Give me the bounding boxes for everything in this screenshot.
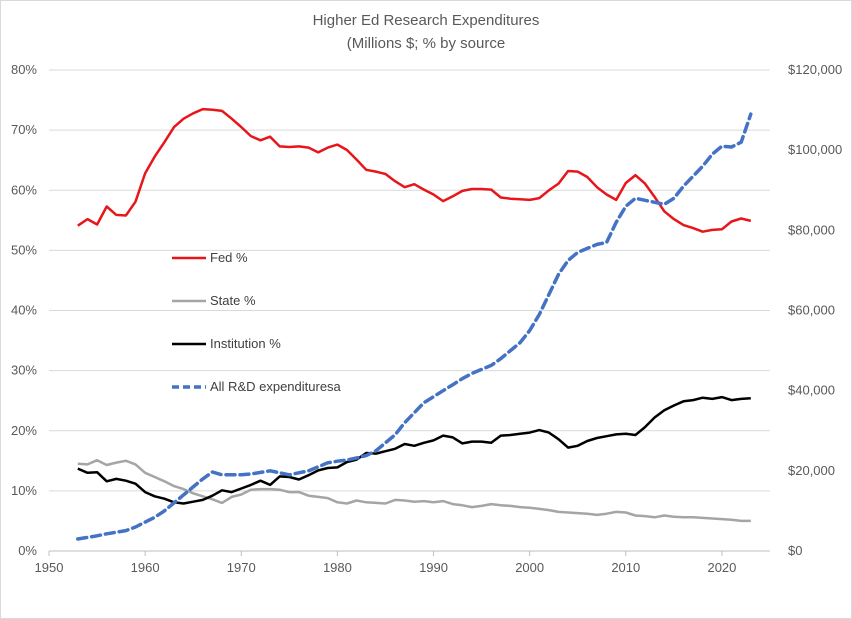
left-axis-tick-label: 30% [11, 363, 37, 378]
left-axis-tick-label: 40% [11, 303, 37, 318]
legend-item: State % [172, 293, 256, 308]
legend-label: State % [210, 293, 256, 308]
right-axis-tick-label: $20,000 [788, 463, 835, 478]
x-axis-tick-label: 1970 [227, 560, 256, 575]
right-axis-tick-label: $120,000 [788, 62, 842, 77]
x-axis-tick-label: 1980 [323, 560, 352, 575]
legend-label: Institution % [210, 336, 281, 351]
legend-label: Fed % [210, 250, 248, 265]
legend-item: All R&D expendituresa [172, 379, 342, 394]
legend-label: All R&D expendituresa [210, 379, 342, 394]
x-axis-tick-label: 1950 [35, 560, 64, 575]
left-axis-tick-label: 60% [11, 182, 37, 197]
legend: Fed % State % Institution % All R&D expendi… [172, 250, 342, 394]
left-axis-tick-label: 80% [11, 62, 37, 77]
series-line-all-r-d-expendituresa [76, 112, 753, 541]
series-line-institution [77, 395, 751, 505]
series-line-state [77, 458, 751, 523]
x-axis-tick-label: 2010 [611, 560, 640, 575]
left-axis-tick-label: 0% [18, 543, 37, 558]
left-axis-tick-label: 50% [11, 242, 37, 257]
legend-item: Institution % [172, 336, 281, 351]
legend-item: Fed % [172, 250, 248, 265]
right-axis-tick-label: $100,000 [788, 142, 842, 157]
x-axis-tick-label: 1960 [131, 560, 160, 575]
left-axis-tick-label: 10% [11, 483, 37, 498]
gridlines [49, 69, 770, 492]
x-axis-tick-label: 2020 [707, 560, 736, 575]
chart-title: Higher Ed Research Expenditures [313, 12, 540, 29]
x-axis-tick-label: 1990 [419, 560, 448, 575]
chart-subtitle: (Millions $; % by source [347, 35, 505, 52]
series [76, 107, 753, 541]
x-axis-tick-label: 2000 [515, 560, 544, 575]
right-axis-tick-label: $80,000 [788, 222, 835, 237]
left-axis-tick-label: 20% [11, 423, 37, 438]
right-axis-tick-label: $40,000 [788, 383, 835, 398]
axes: 0% 10% 20% 30% 40% 50% 60% 70% 80% $0 $20,000 $40,0… [11, 62, 842, 575]
series-line-fed [77, 107, 752, 233]
right-axis-tick-label: $0 [788, 543, 802, 558]
left-axis-tick-label: 70% [11, 122, 37, 137]
right-axis-tick-label: $60,000 [788, 303, 835, 318]
